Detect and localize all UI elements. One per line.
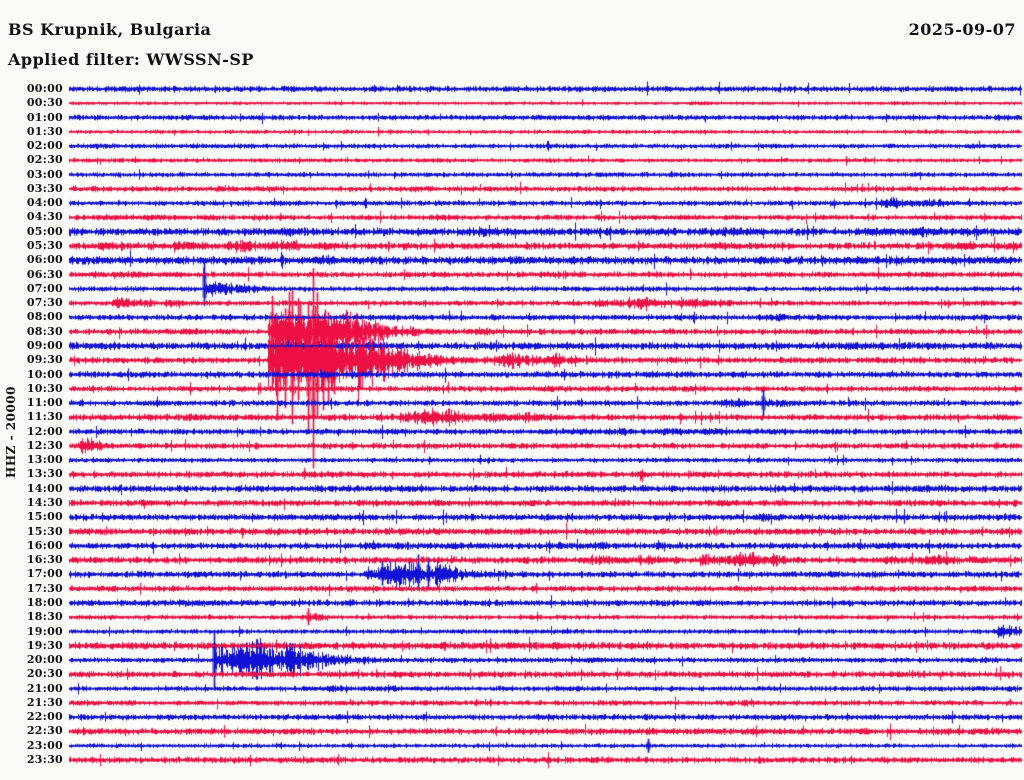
time-label-13:00: 13:00 (26, 453, 63, 467)
time-label-11:00: 11:00 (26, 396, 63, 410)
time-label-04:00: 04:00 (26, 196, 63, 210)
time-label-10:30: 10:30 (26, 381, 63, 395)
time-label-08:00: 08:00 (26, 310, 63, 324)
time-label-10:00: 10:00 (26, 367, 63, 381)
time-label-16:00: 16:00 (26, 538, 63, 552)
time-label-15:30: 15:30 (26, 524, 63, 538)
time-label-23:30: 23:30 (26, 753, 63, 767)
time-label-12:30: 12:30 (26, 438, 63, 452)
time-label-07:00: 07:00 (26, 281, 63, 295)
time-label-22:30: 22:30 (26, 724, 63, 738)
time-label-17:30: 17:30 (26, 581, 63, 595)
time-label-01:30: 01:30 (26, 124, 63, 138)
time-label-23:00: 23:00 (26, 738, 63, 752)
filter-label: Applied filter: WWSSN-SP (8, 50, 254, 69)
time-label-20:30: 20:30 (26, 667, 63, 681)
time-label-21:30: 21:30 (26, 695, 63, 709)
time-label-21:00: 21:00 (26, 681, 63, 695)
time-label-11:30: 11:30 (26, 410, 63, 424)
time-label-08:30: 08:30 (26, 324, 63, 338)
time-label-03:00: 03:00 (26, 167, 63, 181)
time-label-17:00: 17:00 (26, 567, 63, 581)
time-label-12:00: 12:00 (26, 424, 63, 438)
time-label-14:30: 14:30 (26, 496, 63, 510)
date-label: 2025-09-07 (908, 20, 1016, 39)
time-label-14:00: 14:00 (26, 481, 63, 495)
time-label-22:00: 22:00 (26, 710, 63, 724)
time-label-09:00: 09:00 (26, 338, 63, 352)
time-label-13:30: 13:30 (26, 467, 63, 481)
time-label-00:00: 00:00 (26, 82, 63, 95)
time-label-07:30: 07:30 (26, 296, 63, 310)
time-label-15:00: 15:00 (26, 510, 63, 524)
time-label-19:00: 19:00 (26, 624, 63, 638)
time-label-09:30: 09:30 (26, 353, 63, 367)
time-label-04:30: 04:30 (26, 210, 63, 224)
time-label-19:30: 19:30 (26, 638, 63, 652)
channel-scale-label: HHZ - 20000 (4, 385, 18, 479)
time-label-20:00: 20:00 (26, 653, 63, 667)
time-label-06:30: 06:30 (26, 267, 63, 281)
time-label-02:30: 02:30 (26, 153, 63, 167)
time-label-01:00: 01:00 (26, 110, 63, 124)
time-label-03:30: 03:30 (26, 181, 63, 195)
time-label-18:00: 18:00 (26, 595, 63, 609)
time-label-05:00: 05:00 (26, 224, 63, 238)
time-label-18:30: 18:30 (26, 610, 63, 624)
station-title: BS Krupnik, Bulgaria (8, 20, 212, 39)
time-label-06:00: 06:00 (26, 253, 63, 267)
time-label-00:30: 00:30 (26, 96, 63, 110)
time-label-16:30: 16:30 (26, 553, 63, 567)
time-label-05:30: 05:30 (26, 239, 63, 253)
time-label-02:00: 02:00 (26, 139, 63, 153)
